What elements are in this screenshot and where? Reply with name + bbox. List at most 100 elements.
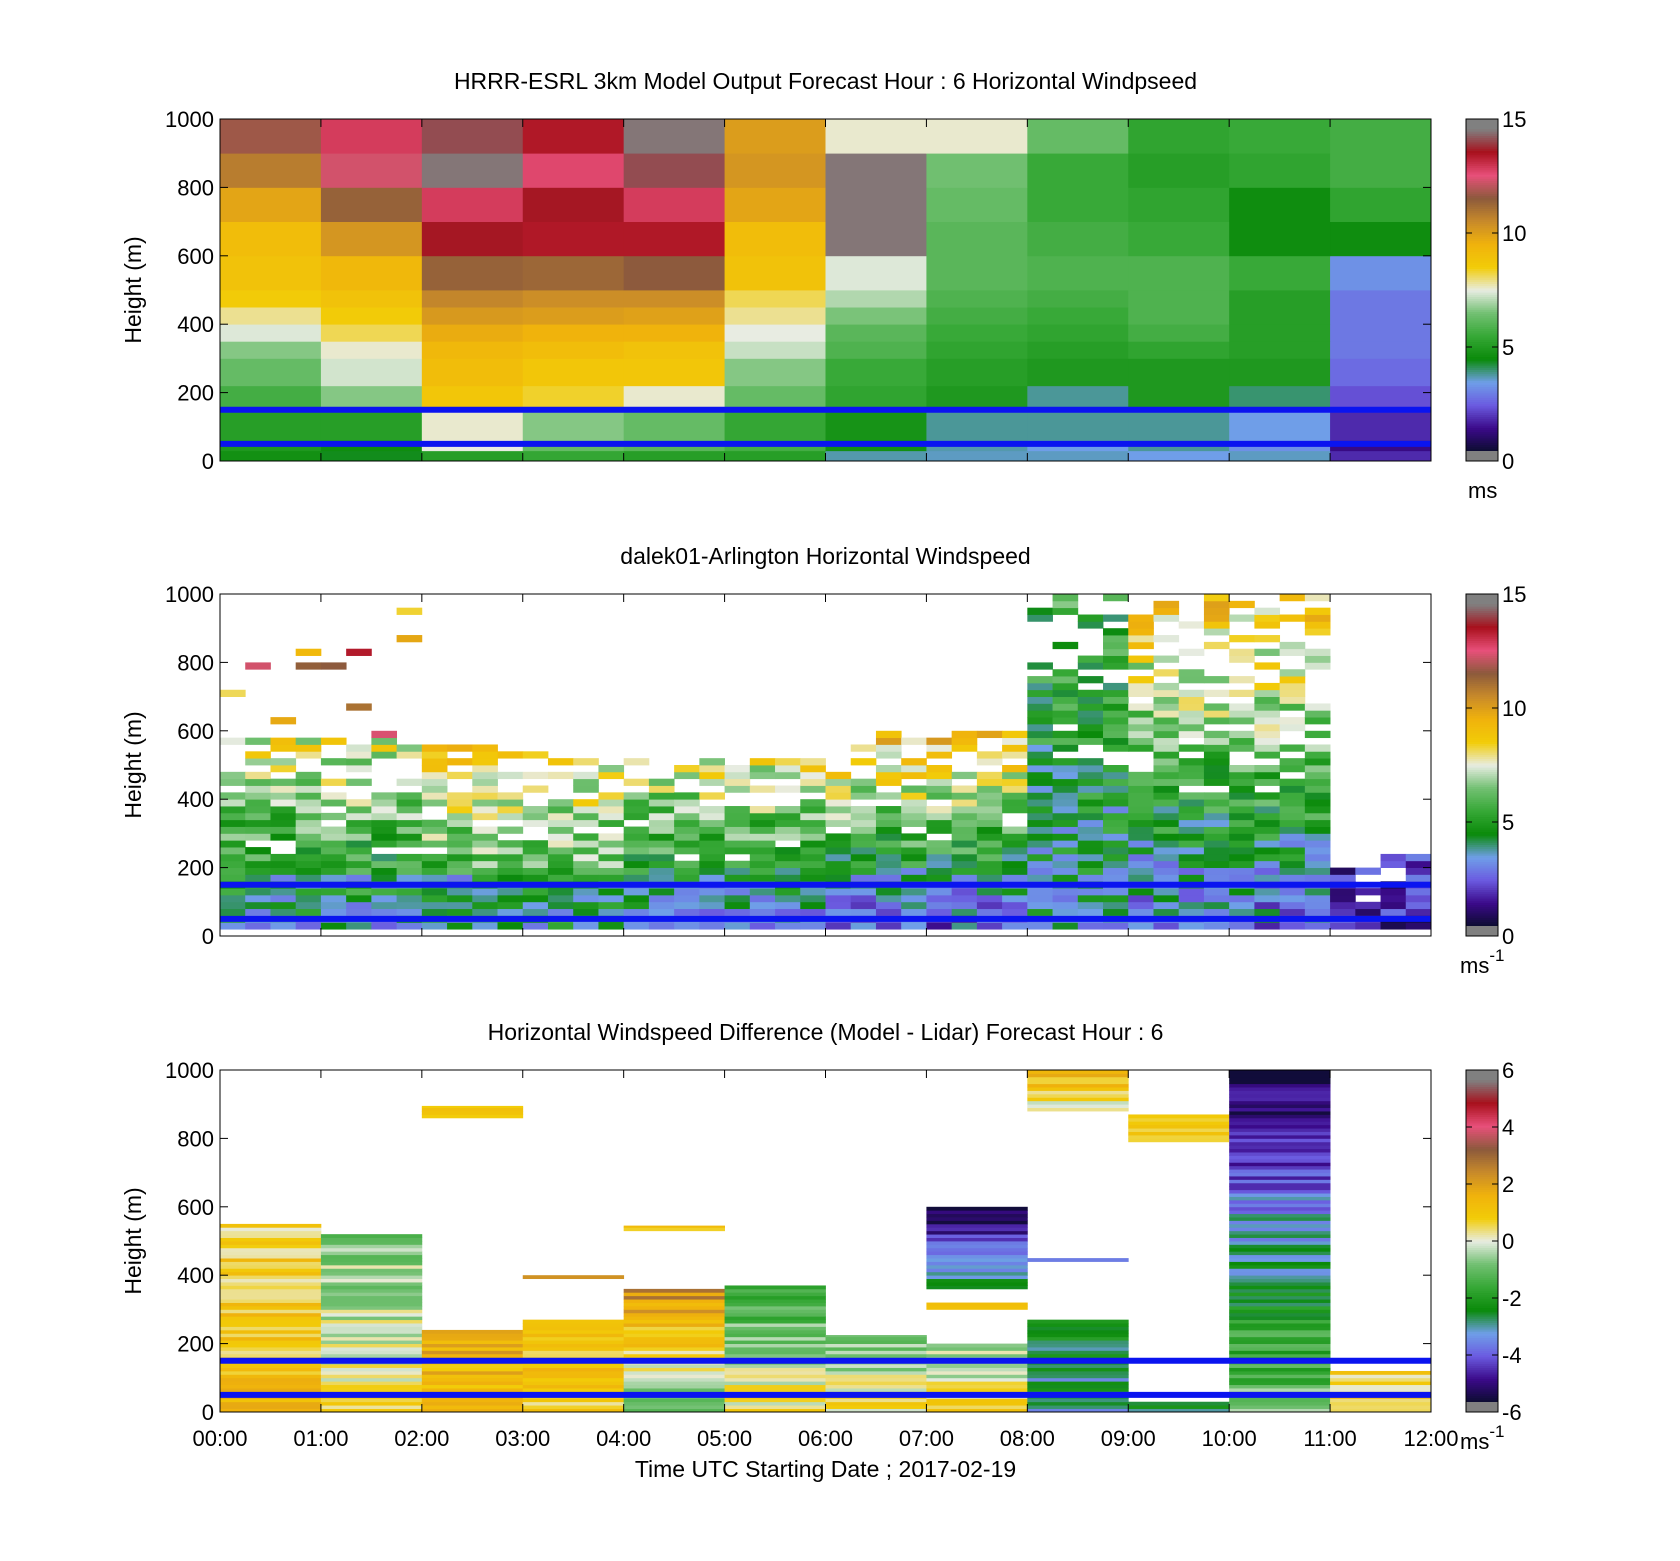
difference-cell	[220, 1353, 322, 1358]
lidar-cell	[1203, 758, 1230, 766]
lidar-cell	[1077, 771, 1104, 780]
colorbar-segment	[1466, 638, 1498, 641]
lidar-cell	[598, 840, 625, 848]
lidar-cell	[1304, 888, 1331, 896]
lidar-cell	[976, 812, 1003, 821]
lidar-cell	[1128, 860, 1154, 868]
colorbar-segment	[1466, 208, 1498, 212]
lidar-cell	[1002, 840, 1028, 848]
heatmap-cell	[320, 409, 423, 441]
lidar-cell	[800, 922, 826, 930]
difference-cell	[320, 1309, 423, 1314]
lidar-cell	[270, 785, 297, 793]
colorbar-segment	[1466, 204, 1498, 207]
colorbar-segment	[1466, 1101, 1498, 1105]
lidar-cell	[1279, 833, 1306, 841]
colorbar-segment	[1466, 1241, 1498, 1244]
lidar-cell	[976, 751, 1003, 759]
colorbar-segment	[1466, 150, 1498, 154]
lidar-cell	[472, 826, 498, 834]
difference-cell	[1229, 1398, 1331, 1403]
lidar-cell	[699, 874, 725, 882]
lidar-cell	[472, 853, 498, 862]
lidar-cell	[598, 812, 625, 821]
colorbar-segment	[1466, 689, 1498, 693]
heatmap-cell	[623, 290, 725, 308]
x-tick-label: 11:00	[1303, 1426, 1356, 1451]
colorbar-segment	[1466, 606, 1498, 609]
difference-cell	[1229, 1128, 1331, 1132]
lidar-cell	[1279, 765, 1306, 773]
lidar-cell	[396, 867, 423, 875]
lidar-cell	[749, 867, 776, 875]
difference-cell	[1229, 1336, 1331, 1341]
lidar-cell	[220, 737, 246, 745]
heatmap-cell	[1330, 221, 1432, 257]
lidar-cell	[749, 765, 776, 773]
difference-cell	[320, 1343, 423, 1348]
colorbar-segment	[1466, 384, 1498, 388]
lidar-cell	[648, 853, 675, 862]
colorbar-segment	[1466, 180, 1498, 184]
heatmap-cell	[1027, 450, 1129, 462]
lidar-cell	[1103, 778, 1129, 786]
lidar-cell	[1002, 826, 1028, 834]
lidar-cell	[270, 826, 297, 834]
lidar-cell	[699, 826, 725, 834]
lidar-cell	[1178, 826, 1205, 834]
difference-cell	[1229, 1282, 1331, 1286]
difference-cell	[1229, 1319, 1331, 1324]
lidar-cell	[926, 860, 953, 868]
lidar-cell	[421, 853, 448, 862]
colorbar-segment	[1466, 1318, 1498, 1321]
difference-cell	[320, 1401, 423, 1406]
lidar-cell	[1203, 751, 1230, 759]
difference-cell	[926, 1388, 1028, 1392]
difference-cell	[320, 1288, 423, 1293]
difference-cell	[220, 1234, 322, 1238]
colorbar-segment	[1466, 634, 1498, 637]
lidar-cell	[1128, 819, 1154, 827]
difference-cell	[1229, 1350, 1331, 1355]
heatmap-cell	[320, 187, 423, 222]
lidar-cell	[1027, 614, 1053, 622]
difference-cell	[320, 1234, 423, 1238]
difference-cell	[1229, 1353, 1331, 1358]
heatmap-cell	[1229, 385, 1331, 411]
heatmap-cell	[825, 409, 927, 441]
difference-cell	[320, 1336, 423, 1341]
lidar-cell	[522, 819, 549, 827]
difference-cell	[1229, 1261, 1331, 1266]
lidar-cell	[749, 874, 776, 882]
colorbar-segment	[1466, 1146, 1498, 1150]
colorbar-segment	[1466, 277, 1498, 280]
lidar-cell	[1002, 792, 1028, 800]
lidar-cell	[1229, 655, 1255, 663]
lidar-cell	[1128, 703, 1154, 711]
lidar-cell	[699, 922, 725, 930]
difference-cell	[926, 1305, 1028, 1310]
lidar-cell	[800, 778, 826, 786]
colorbar-segment	[1466, 1243, 1498, 1246]
lidar-cell	[1103, 641, 1129, 650]
difference-cell	[220, 1244, 322, 1249]
colorbar-segment	[1466, 704, 1498, 708]
difference-cell	[320, 1312, 423, 1317]
lidar-cell	[623, 894, 650, 903]
lidar-cell	[926, 744, 953, 752]
lidar-cell	[1077, 826, 1104, 834]
difference-cell	[1229, 1340, 1331, 1344]
lidar-cell	[648, 901, 675, 910]
lidar-cell	[1027, 888, 1053, 896]
heatmap-cell	[825, 307, 927, 325]
colorbar-segment	[1466, 367, 1498, 370]
lidar-cell	[522, 785, 549, 793]
difference-cell	[1229, 1316, 1331, 1321]
colorbar-segment	[1466, 1223, 1498, 1227]
difference-cell	[220, 1305, 322, 1310]
lidar-cell	[1304, 710, 1331, 718]
lidar-cell	[295, 751, 322, 759]
lidar-cell	[648, 806, 675, 814]
lidar-cell	[674, 771, 700, 780]
colorbar-segment	[1466, 1133, 1498, 1137]
